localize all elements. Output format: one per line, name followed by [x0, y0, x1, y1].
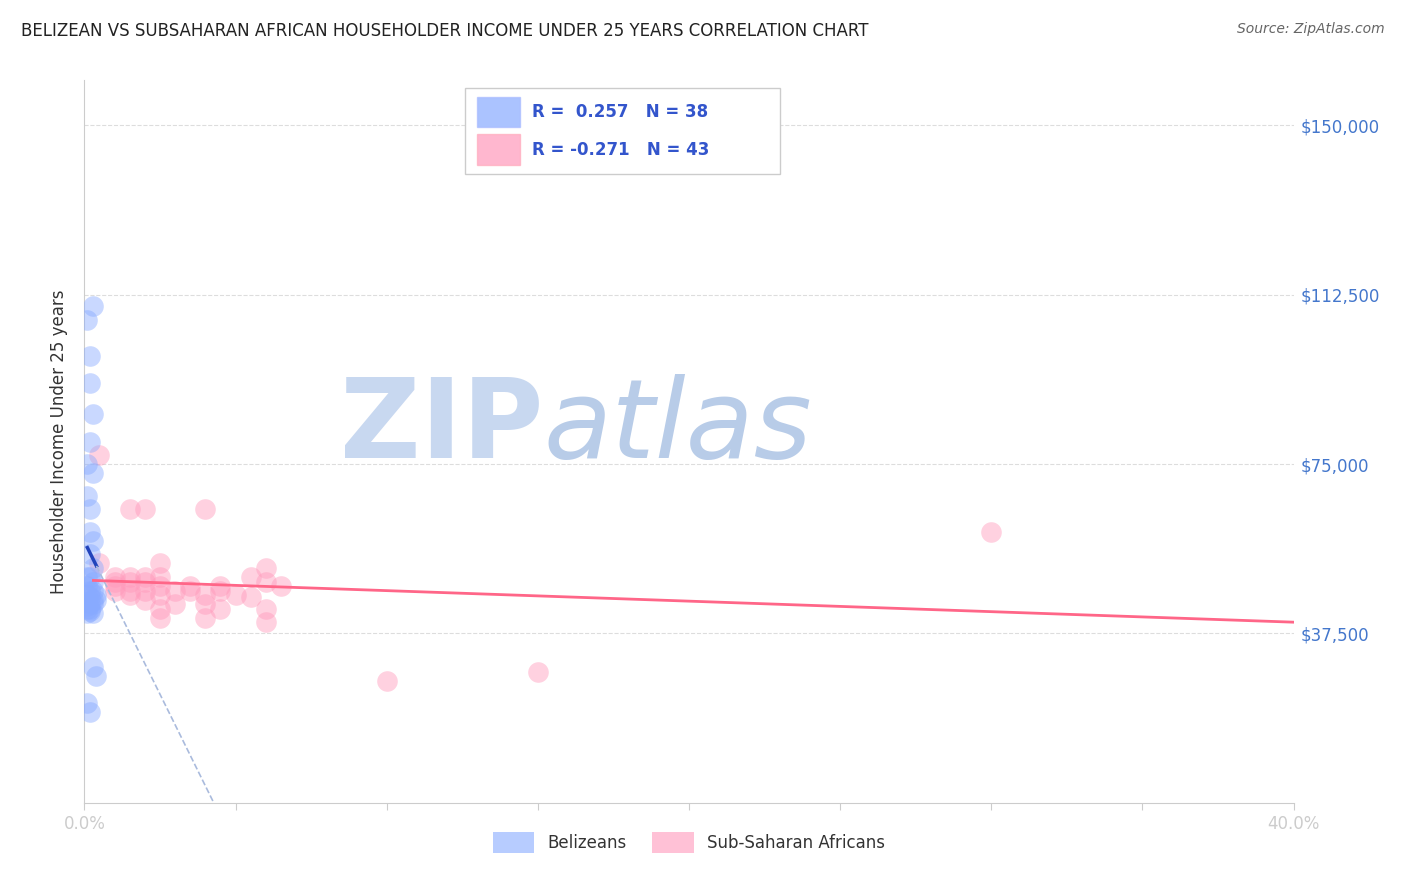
Point	[104, 574, 127, 589]
Point	[134, 502, 156, 516]
Bar	[478, 135, 520, 165]
Point	[209, 601, 232, 615]
Point	[76, 601, 98, 615]
Point	[76, 599, 98, 614]
Point	[134, 570, 156, 584]
Point	[82, 408, 104, 422]
Point	[79, 597, 101, 611]
Point	[86, 588, 108, 602]
Point	[118, 570, 141, 584]
Point	[165, 597, 187, 611]
Point	[76, 697, 98, 711]
Point	[118, 574, 141, 589]
Point	[79, 502, 101, 516]
Point	[179, 579, 201, 593]
Point	[149, 588, 172, 602]
Point	[149, 610, 172, 624]
Point	[76, 606, 98, 620]
Point	[209, 583, 232, 598]
Point	[82, 574, 104, 589]
Point	[254, 615, 277, 630]
Point	[79, 349, 101, 363]
Point	[254, 601, 277, 615]
Point	[79, 524, 101, 539]
Point	[194, 597, 217, 611]
Point	[149, 601, 172, 615]
Point	[149, 579, 172, 593]
Text: ZIP: ZIP	[340, 374, 544, 481]
Point	[980, 524, 1002, 539]
Point	[82, 660, 104, 674]
Point	[76, 312, 98, 326]
Point	[194, 502, 217, 516]
Point	[225, 588, 247, 602]
Point	[254, 561, 277, 575]
Point	[82, 533, 104, 548]
Bar	[465, 87, 780, 174]
Point	[79, 583, 101, 598]
Point	[149, 557, 172, 571]
Point	[118, 583, 141, 598]
Text: Source: ZipAtlas.com: Source: ZipAtlas.com	[1237, 22, 1385, 37]
Point	[149, 570, 172, 584]
Point	[86, 669, 108, 683]
Point	[82, 592, 104, 607]
Point	[118, 502, 141, 516]
Point	[134, 583, 156, 598]
Point	[375, 673, 398, 688]
Point	[270, 579, 292, 593]
Point	[76, 595, 98, 609]
Point	[76, 570, 98, 584]
Point	[82, 299, 104, 313]
Point	[527, 665, 550, 679]
Point	[194, 588, 217, 602]
Text: BELIZEAN VS SUBSAHARAN AFRICAN HOUSEHOLDER INCOME UNDER 25 YEARS CORRELATION CHA: BELIZEAN VS SUBSAHARAN AFRICAN HOUSEHOLD…	[21, 22, 869, 40]
Point	[104, 583, 127, 598]
Text: R = -0.271   N = 43: R = -0.271 N = 43	[531, 141, 709, 159]
Point	[79, 376, 101, 390]
Point	[82, 583, 104, 598]
Bar	[478, 97, 520, 128]
Point	[79, 591, 101, 605]
Point	[134, 574, 156, 589]
Point	[82, 597, 104, 611]
Point	[165, 583, 187, 598]
Point	[104, 570, 127, 584]
Point	[82, 466, 104, 480]
Point	[118, 588, 141, 602]
Legend: Belizeans, Sub-Saharan Africans: Belizeans, Sub-Saharan Africans	[486, 826, 891, 860]
Text: atlas: atlas	[544, 374, 813, 481]
Point	[89, 448, 111, 462]
Point	[76, 588, 98, 602]
Point	[82, 606, 104, 620]
Point	[179, 583, 201, 598]
Text: R =  0.257   N = 38: R = 0.257 N = 38	[531, 103, 707, 121]
Point	[79, 570, 101, 584]
Point	[82, 561, 104, 575]
Point	[79, 548, 101, 562]
Point	[79, 601, 101, 615]
Point	[104, 579, 127, 593]
Point	[86, 592, 108, 607]
Point	[209, 579, 232, 593]
Point	[194, 610, 217, 624]
Y-axis label: Householder Income Under 25 years: Householder Income Under 25 years	[51, 289, 69, 594]
Point	[76, 457, 98, 471]
Point	[76, 489, 98, 503]
Point	[79, 604, 101, 618]
Point	[239, 570, 262, 584]
Point	[79, 434, 101, 449]
Point	[76, 579, 98, 593]
Point	[239, 591, 262, 605]
Point	[79, 706, 101, 720]
Point	[254, 574, 277, 589]
Point	[89, 557, 111, 571]
Point	[134, 592, 156, 607]
